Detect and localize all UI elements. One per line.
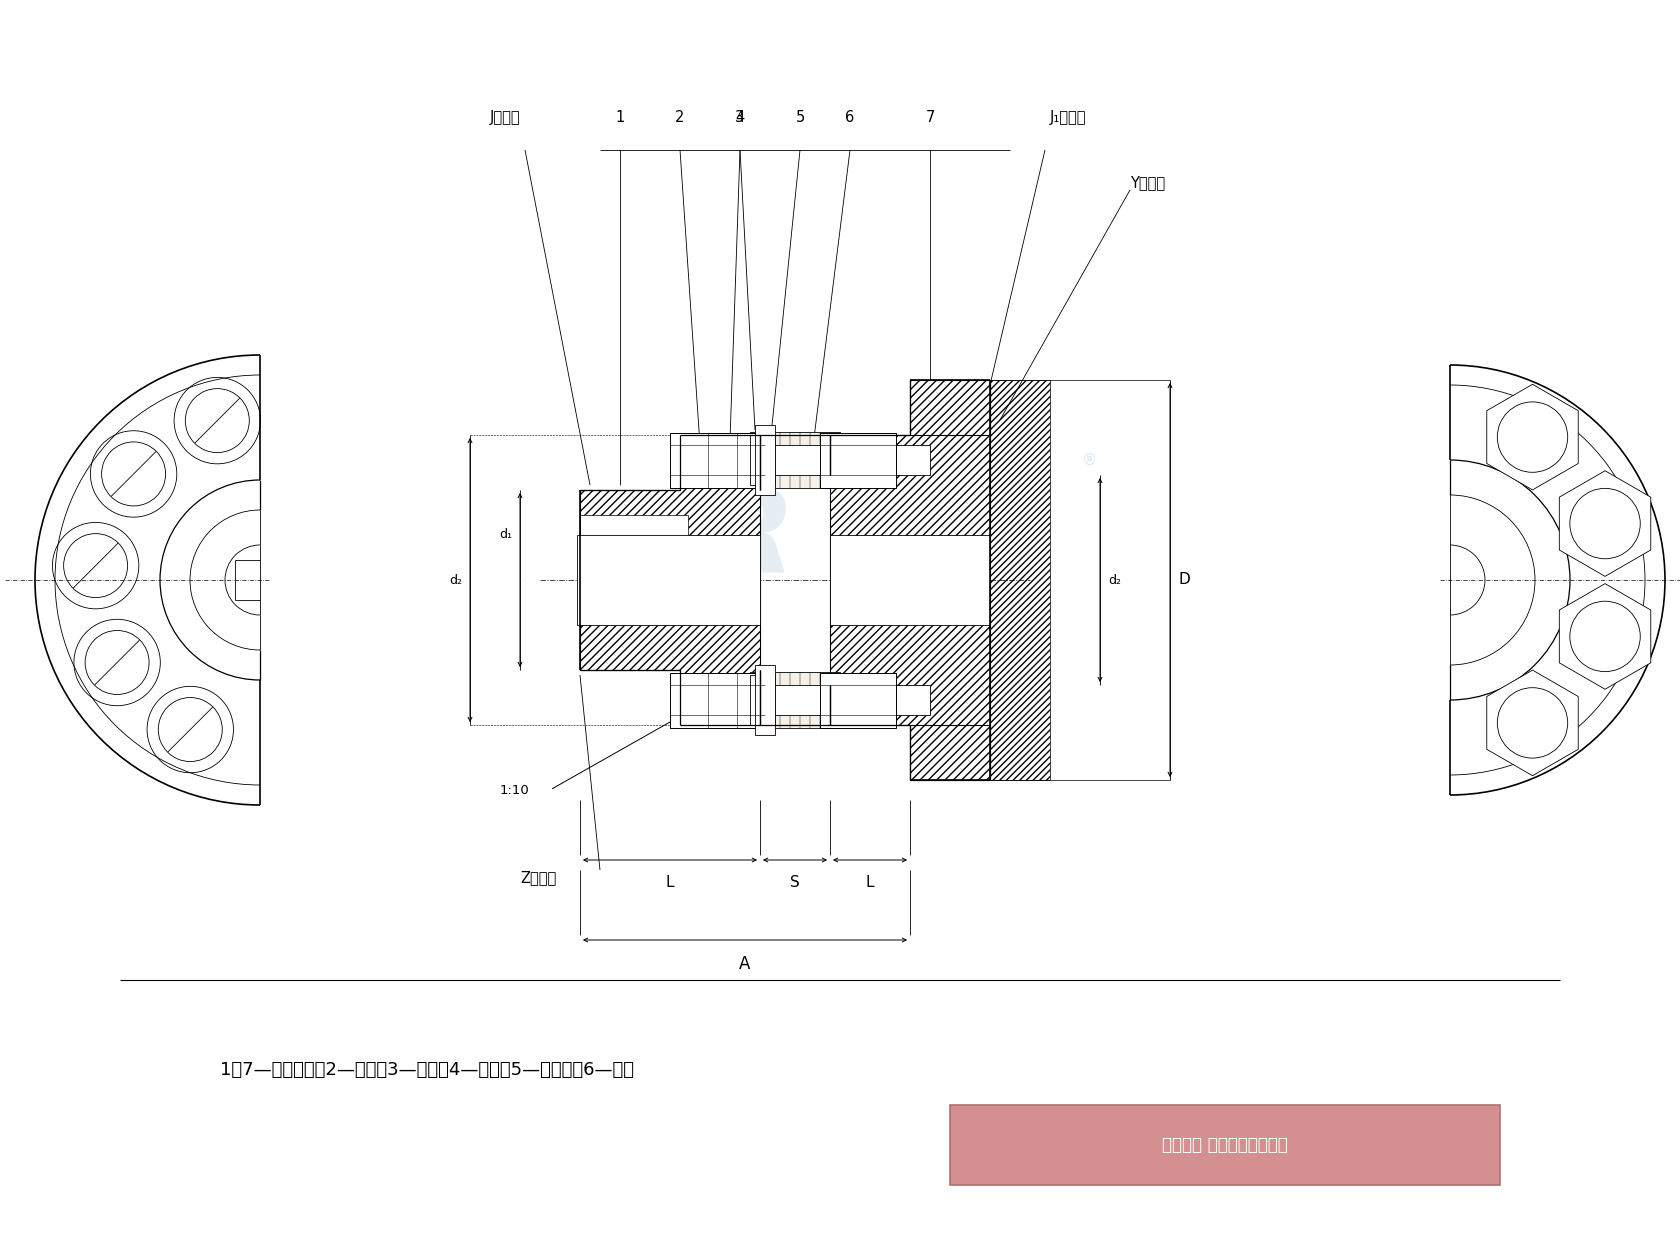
Text: S: S	[790, 874, 800, 890]
Polygon shape	[830, 381, 990, 780]
Bar	[949, 1105, 1500, 1184]
Text: 1、7—半联轴器；2—螺母；3—垫圈；4—挡圈；5—弹性套；6—柱销: 1、7—半联轴器；2—螺母；3—垫圈；4—挡圈；5—弹性套；6—柱销	[220, 1061, 633, 1079]
Text: tee: tee	[830, 488, 1030, 593]
Text: ®: ®	[1082, 452, 1097, 467]
Text: J型轴孔: J型轴孔	[489, 110, 521, 125]
Text: L: L	[865, 874, 874, 890]
Text: A: A	[739, 955, 751, 973]
Polygon shape	[911, 724, 990, 780]
Text: D: D	[1178, 572, 1189, 587]
Text: 5: 5	[795, 110, 805, 125]
Text: d₂: d₂	[449, 573, 462, 586]
Text: L: L	[665, 874, 674, 890]
Bar	[576, 536, 759, 625]
Bar	[754, 665, 774, 735]
Text: 版权所有 侵权必被严厉追究: 版权所有 侵权必被严厉追究	[1163, 1137, 1289, 1154]
Bar	[580, 515, 689, 535]
Polygon shape	[990, 381, 1050, 780]
Polygon shape	[1559, 583, 1651, 689]
Bar	[820, 432, 895, 488]
Bar	[754, 425, 774, 495]
Polygon shape	[1559, 471, 1651, 576]
Bar	[749, 435, 774, 485]
Text: d₂: d₂	[1109, 573, 1121, 586]
Text: R: R	[704, 483, 795, 597]
Text: 7: 7	[926, 110, 934, 125]
Bar	[749, 432, 840, 488]
Text: 1: 1	[615, 110, 625, 125]
Polygon shape	[911, 381, 990, 435]
Text: 2: 2	[675, 110, 685, 125]
Bar	[749, 672, 840, 728]
Text: 6: 6	[845, 110, 855, 125]
Text: 3: 3	[736, 110, 744, 125]
Polygon shape	[1487, 670, 1578, 776]
Bar	[739, 685, 931, 714]
Bar	[670, 432, 764, 488]
Bar	[739, 445, 931, 475]
Bar	[670, 673, 764, 727]
Text: 1:10: 1:10	[501, 784, 529, 796]
Text: Z型轴孔: Z型轴孔	[521, 869, 556, 885]
Bar	[820, 673, 895, 727]
Polygon shape	[1487, 384, 1578, 490]
Bar	[749, 675, 774, 724]
Text: J₁型轴孔: J₁型轴孔	[1050, 110, 1087, 125]
Polygon shape	[580, 435, 759, 724]
Text: 4: 4	[736, 110, 744, 125]
Text: Y型轴孔: Y型轴孔	[1131, 175, 1166, 190]
Text: d₁: d₁	[499, 528, 512, 542]
Bar	[830, 536, 990, 625]
